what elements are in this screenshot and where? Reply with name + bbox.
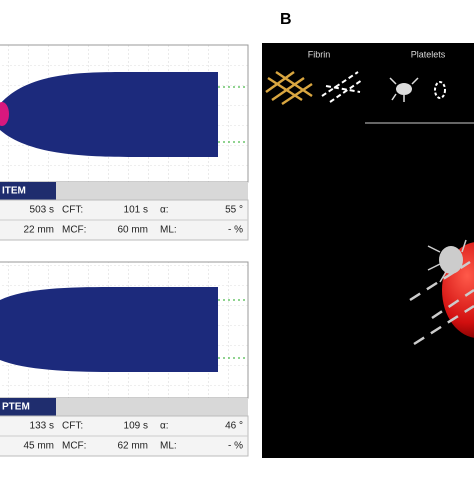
trace-start bbox=[0, 102, 9, 126]
illustration: Fibrin Platelets bbox=[262, 43, 474, 458]
trace bbox=[0, 71, 218, 157]
result-cell: 503 s bbox=[30, 205, 54, 216]
header-tag bbox=[0, 398, 56, 416]
result-cell: 60 mm bbox=[117, 225, 148, 236]
result-cell: 46 ° bbox=[225, 421, 243, 432]
fibrin-strands bbox=[409, 260, 474, 346]
result-cell: 22 mm bbox=[23, 225, 54, 236]
result-cell: CFT: bbox=[62, 421, 83, 432]
result-cell: 45 mm bbox=[23, 441, 54, 452]
result-cell: 101 s bbox=[124, 205, 148, 216]
fibrin-mesh-icon bbox=[265, 70, 313, 106]
header-bar bbox=[0, 398, 248, 416]
result-cell: ML: bbox=[160, 225, 177, 236]
header-bar bbox=[0, 182, 248, 200]
header-tag bbox=[0, 182, 56, 200]
result-cell: MCF: bbox=[62, 441, 86, 452]
result-cell: CFT: bbox=[62, 205, 83, 216]
trace bbox=[0, 287, 218, 372]
result-cell: 133 s bbox=[30, 421, 54, 432]
panel-label: ITEM bbox=[2, 186, 26, 197]
result-cell: - % bbox=[228, 225, 243, 236]
panel-label: PTEM bbox=[2, 402, 30, 413]
result-cell: ML: bbox=[160, 441, 177, 452]
fibrin-strands-icon bbox=[321, 71, 363, 103]
result-cell: α: bbox=[160, 421, 169, 432]
platelet bbox=[427, 239, 467, 283]
result-cell: 109 s bbox=[124, 421, 148, 432]
platelet-active-icon bbox=[389, 77, 419, 102]
figure-label: B bbox=[280, 11, 292, 28]
result-cell: - % bbox=[228, 441, 243, 452]
platelet-resting-icon bbox=[434, 81, 446, 99]
result-cell: MCF: bbox=[62, 225, 86, 236]
platelets-label: Platelets bbox=[411, 49, 446, 59]
result-cell: 55 ° bbox=[225, 205, 243, 216]
rotem-panel-1: ITEM bbox=[0, 44, 249, 241]
result-cell: 62 mm bbox=[117, 441, 148, 452]
rotem-panel-2: PTEM bbox=[0, 261, 249, 457]
fibrin-label: Fibrin bbox=[308, 49, 331, 59]
result-cell: α: bbox=[160, 205, 169, 216]
